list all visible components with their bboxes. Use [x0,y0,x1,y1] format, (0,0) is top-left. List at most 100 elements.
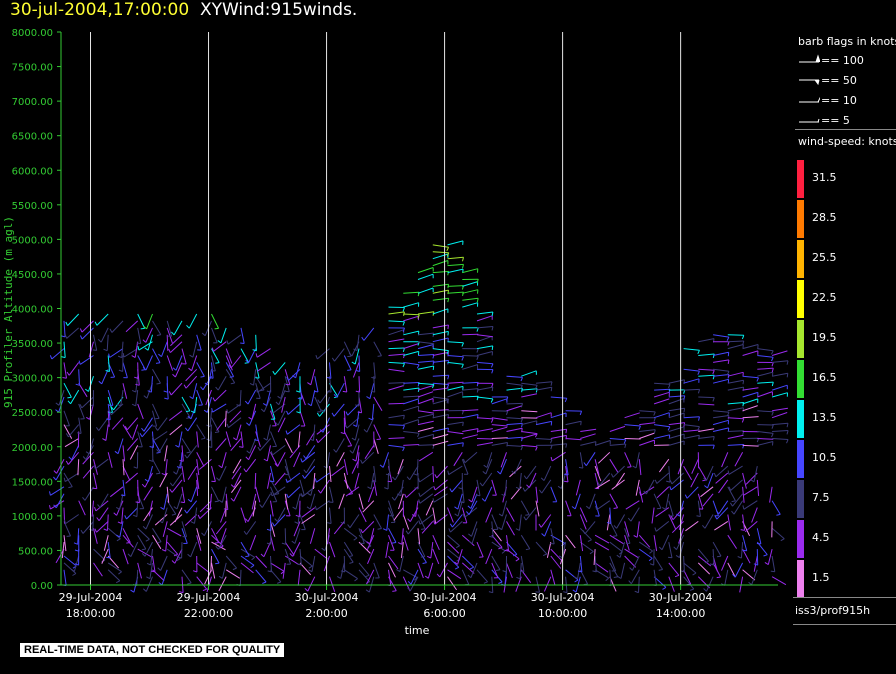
wind-barb [521,388,538,391]
wind-barb [625,500,640,510]
wind-barb [313,472,316,490]
wind-barb [476,417,494,420]
wind-barb [432,270,449,274]
wind-barb [96,313,109,326]
wind-barb [286,472,301,484]
wind-barb-flag [131,403,136,407]
wind-barb [656,486,670,499]
color-swatch-label: 25.5 [812,251,837,264]
wind-barb-flag [116,534,121,538]
wind-barb-flag [753,563,758,566]
wind-barb [211,541,226,551]
wind-barb [506,402,523,405]
wind-barb [521,444,538,448]
wind-barb-flag [49,505,51,510]
wind-barb-flag [683,395,686,400]
wind-barb [388,414,405,419]
wind-barb-flag [274,518,278,522]
wind-barb-flag [483,464,488,468]
wind-barb [196,452,205,467]
wind-barb [432,283,449,287]
wind-barb [491,541,506,552]
wind-barb [453,452,463,467]
wind-barb-flag [653,417,656,422]
color-swatch [797,160,804,198]
wind-barb-flag [491,383,494,388]
barb-legend-label: == 50 [821,74,857,87]
wind-barb [403,350,419,356]
wind-barb [491,555,501,570]
wind-barb [624,438,641,440]
color-swatch [797,560,804,598]
wind-barb-flag [74,549,79,552]
wind-barb [181,438,191,453]
wind-barb-flag [653,411,656,416]
wind-barb-flag [344,424,348,429]
wind-barb [712,427,729,432]
wind-barb [249,535,257,551]
wind-barb-flag [140,327,145,330]
wind-barb-flag [295,514,300,518]
wind-barb [419,451,434,462]
wind-barb [432,253,449,260]
wind-barb [180,452,183,469]
wind-barb-flag [314,505,317,510]
wind-barb [584,521,596,535]
wind-barb-flag [192,570,198,573]
y-tick-label: 8000.00 [12,28,53,39]
wind-barb-flag [236,404,241,407]
wind-barb [123,348,138,358]
wind-barb-flag [786,439,789,444]
wind-barb-flag [368,417,373,421]
wind-barb-flag [53,470,57,474]
wind-barb-flag [175,444,180,448]
wind-barb-flag [703,477,707,481]
wind-barb [334,348,345,362]
wind-barb-flag [365,589,370,593]
wind-barb-flag [432,498,435,503]
wind-barb-flag [254,439,259,441]
wind-barb-flag [347,369,352,371]
wind-speed-legend: wind-speed: knots 31.5 28.5 25.5 22.5 19.5 16… [795,133,896,598]
wind-barb [462,434,478,439]
wind-barb [364,445,375,459]
wind-barb [432,359,449,363]
wind-barb [476,479,481,496]
wind-barb [432,534,440,551]
wind-barb-flag [407,581,412,585]
wind-barb [162,521,168,538]
wind-barb-flag [214,542,219,544]
wind-barb [270,479,280,494]
wind-barb [143,417,153,432]
wind-barb [329,376,332,393]
wind-barb [373,466,377,483]
wind-barb-flag [589,551,594,555]
wind-barb [165,535,168,552]
wind-barb [624,555,637,568]
y-tick-label: 1500.00 [12,477,53,488]
wind-barb [668,542,673,558]
wind-barb [727,430,744,432]
wind-barb-flag [94,528,97,533]
wind-barb [425,500,434,516]
wind-barb-flag [763,554,768,557]
wind-barb [476,396,493,400]
wind-barb-flag [277,395,282,399]
wind-barb [771,350,788,356]
wind-barb [221,452,227,468]
wind-barb [514,458,522,475]
wind-barb [743,500,758,510]
wind-barb-flag [729,502,733,507]
wind-barb [196,459,200,476]
wind-barb [305,445,316,459]
wind-barb [196,431,199,448]
wind-barb-flag [94,507,97,512]
wind-barb-flag [186,451,191,454]
wind-barb [417,398,434,405]
wind-barb-flag [79,335,83,340]
color-swatch [797,360,804,398]
wind-barb [145,327,153,343]
wind-barb-flag [189,396,194,400]
wind-barb [152,403,160,419]
wind-barb-flag [497,470,501,475]
